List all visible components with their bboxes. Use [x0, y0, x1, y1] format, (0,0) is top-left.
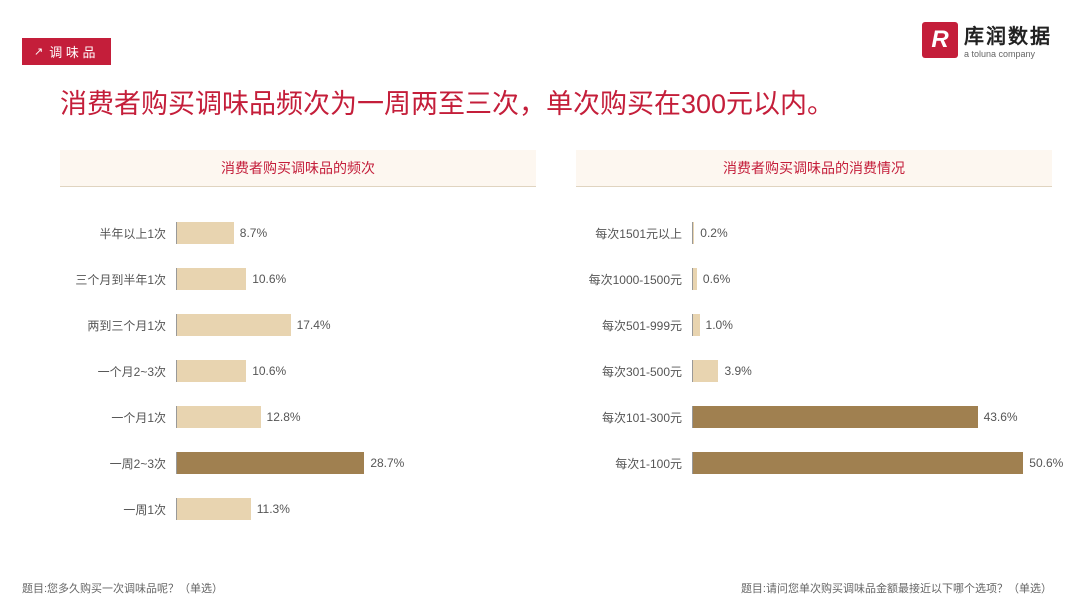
bar-label: 一个月1次 [60, 409, 176, 426]
logo-sub-text: a toluna company [964, 49, 1052, 59]
bar-label: 每次301-500元 [576, 363, 692, 380]
bar-area: 28.7% [176, 452, 536, 474]
bar-value: 1.0% [706, 318, 733, 332]
bar [693, 314, 700, 336]
bar-value: 50.6% [1029, 456, 1063, 470]
bar-value: 43.6% [984, 410, 1018, 424]
bar-row: 每次501-999元 1.0% [576, 307, 1052, 343]
page-title: 消费者购买调味品频次为一周两至三次，单次购买在300元以内。 [60, 82, 834, 121]
bar-area: 50.6% [692, 452, 1052, 474]
bar-area: 10.6% [176, 360, 536, 382]
bar-area: 1.0% [692, 314, 1052, 336]
bar-value: 0.2% [700, 226, 727, 240]
bar [693, 222, 694, 244]
footer-note-left: 题目:您多久购买一次调味品呢？（单选） [22, 580, 223, 596]
chart-left-header: 消费者购买调味品的频次 [60, 150, 536, 187]
bar-area: 10.6% [176, 268, 536, 290]
bar-area: 0.2% [692, 222, 1052, 244]
bar-value: 11.3% [257, 502, 290, 516]
category-tab: ↗ 调 味 品 [22, 38, 111, 65]
category-label: 调 味 品 [49, 42, 95, 61]
bar-area: 8.7% [176, 222, 536, 244]
bar [693, 452, 1023, 474]
bar [177, 452, 364, 474]
bar-value: 8.7% [240, 226, 267, 240]
bar-label: 每次1000-1500元 [576, 271, 692, 288]
charts-container: 消费者购买调味品的频次 半年以上1次 8.7% 三个月到半年1次 10.6% 两到三个月… [60, 150, 1052, 537]
chart-left-body: 半年以上1次 8.7% 三个月到半年1次 10.6% 两到三个月1次 17.4% 一个月2~… [60, 215, 536, 527]
bar-row: 一个月2~3次 10.6% [60, 353, 536, 389]
bar-row: 每次301-500元 3.9% [576, 353, 1052, 389]
bar-row: 每次1501元以上 0.2% [576, 215, 1052, 251]
bar-value: 17.4% [297, 318, 331, 332]
bar-row: 三个月到半年1次 10.6% [60, 261, 536, 297]
bar-value: 28.7% [370, 456, 404, 470]
bar [177, 406, 261, 428]
logo-icon: R [922, 22, 958, 58]
bar-label: 每次1-100元 [576, 455, 692, 472]
bar [177, 222, 234, 244]
bar [177, 498, 251, 520]
bar-label: 每次501-999元 [576, 317, 692, 334]
bar-area: 12.8% [176, 406, 536, 428]
bar-area: 11.3% [176, 498, 536, 520]
bar-value: 12.8% [267, 410, 301, 424]
bar-label: 每次101-300元 [576, 409, 692, 426]
brand-logo: R 库润数据 a toluna company [922, 20, 1052, 59]
bar-area: 0.6% [692, 268, 1052, 290]
bar-label: 半年以上1次 [60, 225, 176, 242]
bar [693, 268, 697, 290]
bar-row: 每次101-300元 43.6% [576, 399, 1052, 435]
bar [693, 360, 718, 382]
chart-right-header: 消费者购买调味品的消费情况 [576, 150, 1052, 187]
bar [177, 360, 246, 382]
bar-row: 一周1次 11.3% [60, 491, 536, 527]
bar-area: 3.9% [692, 360, 1052, 382]
bar-value: 10.6% [252, 364, 286, 378]
bar-row: 半年以上1次 8.7% [60, 215, 536, 251]
chart-frequency: 消费者购买调味品的频次 半年以上1次 8.7% 三个月到半年1次 10.6% 两到三个月… [60, 150, 536, 537]
bar-row: 每次1000-1500元 0.6% [576, 261, 1052, 297]
bar-label: 一周2~3次 [60, 455, 176, 472]
bar-value: 3.9% [724, 364, 751, 378]
bar-label: 三个月到半年1次 [60, 271, 176, 288]
bar [177, 314, 291, 336]
footer-note-right: 题目:请问您单次购买调味品金额最接近以下哪个选项？（单选） [741, 580, 1052, 596]
bar-area: 17.4% [176, 314, 536, 336]
bar-label: 每次1501元以上 [576, 225, 692, 242]
bar-row: 一个月1次 12.8% [60, 399, 536, 435]
bar-value: 10.6% [252, 272, 286, 286]
bar-value: 0.6% [703, 272, 730, 286]
bar-row: 两到三个月1次 17.4% [60, 307, 536, 343]
logo-main-text: 库润数据 [964, 20, 1052, 49]
bar [177, 268, 246, 290]
bar-area: 43.6% [692, 406, 1052, 428]
arrow-icon: ↗ [34, 45, 43, 58]
bar-label: 两到三个月1次 [60, 317, 176, 334]
bar-label: 一周1次 [60, 501, 176, 518]
bar [693, 406, 978, 428]
chart-spending: 消费者购买调味品的消费情况 每次1501元以上 0.2% 每次1000-1500元 0… [576, 150, 1052, 537]
chart-right-body: 每次1501元以上 0.2% 每次1000-1500元 0.6% 每次501-999元 1… [576, 215, 1052, 481]
bar-row: 一周2~3次 28.7% [60, 445, 536, 481]
bar-label: 一个月2~3次 [60, 363, 176, 380]
bar-row: 每次1-100元50.6% [576, 445, 1052, 481]
